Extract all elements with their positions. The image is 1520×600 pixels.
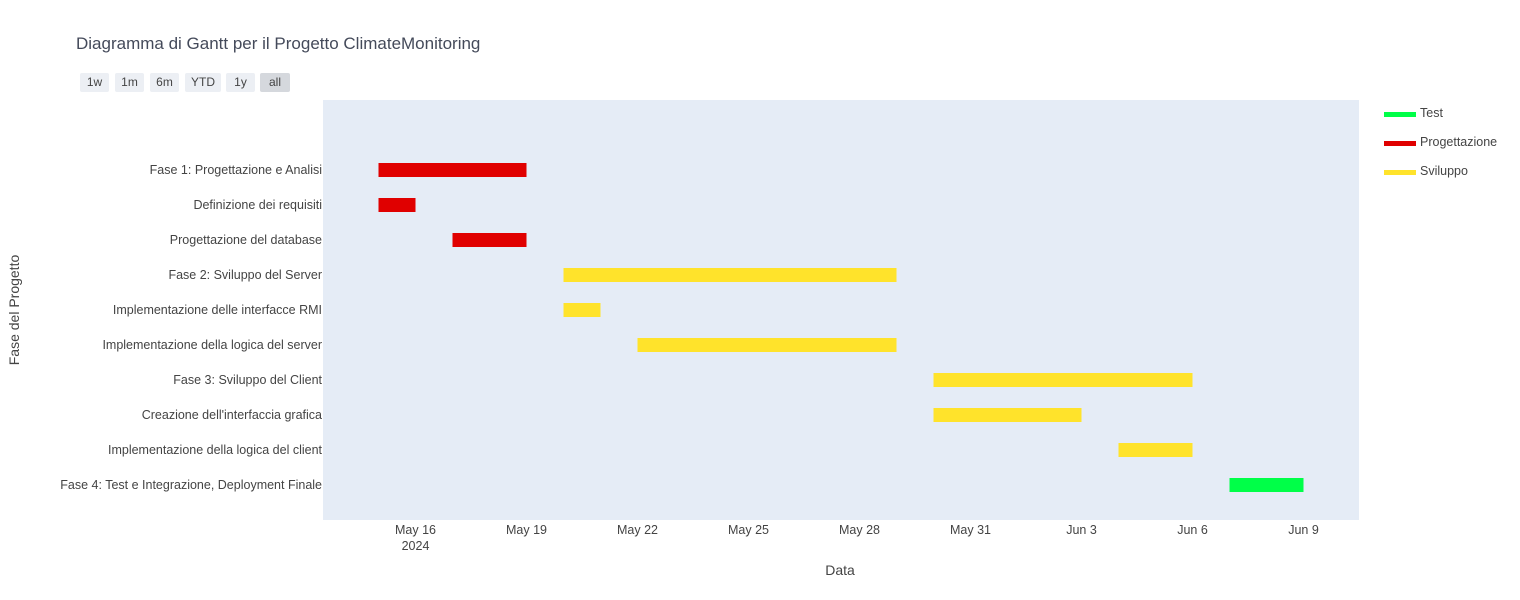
gantt-bar-1[interactable] [378, 163, 527, 177]
y-tick-label: Creazione dell'interfaccia grafica [141, 408, 322, 422]
x-tick-label: May 28 [839, 523, 880, 537]
y-axis-title: Fase del Progetto [6, 254, 22, 366]
range-button-1m[interactable]: 1m [115, 73, 144, 92]
gantt-bar-7[interactable] [933, 373, 1193, 387]
y-tick-label: Implementazione della logica del client [107, 443, 322, 457]
range-button-all[interactable]: all [260, 73, 290, 92]
gantt-bar-2[interactable] [378, 198, 416, 212]
chart-title: Diagramma di Gantt per il Progetto Clima… [76, 34, 481, 53]
legend-label: Test [1420, 106, 1443, 120]
x-tick-label: Jun 9 [1288, 523, 1319, 537]
x-tick-label: May 22 [617, 523, 658, 537]
legend-swatch [1384, 170, 1416, 175]
x-tick-label: May 16 [395, 523, 436, 537]
x-tick-label: Jun 3 [1066, 523, 1097, 537]
y-tick-label: Fase 3: Sviluppo del Client [173, 373, 322, 387]
y-tick-label: Progettazione del database [169, 233, 322, 247]
gantt-bar-6[interactable] [637, 338, 897, 352]
gantt-bar-3[interactable] [452, 233, 527, 247]
range-button-1w[interactable]: 1w [80, 73, 109, 92]
y-tick-label: Fase 1: Progettazione e Analisi [149, 163, 322, 177]
legend-swatch [1384, 112, 1416, 117]
gantt-bar-8[interactable] [933, 408, 1082, 422]
legend-label: Progettazione [1420, 135, 1498, 149]
gantt-bar-5[interactable] [563, 303, 601, 317]
range-button-1y[interactable]: 1y [226, 73, 255, 92]
y-tick-label: Implementazione delle interfacce RMI [112, 303, 322, 317]
gantt-bar-4[interactable] [563, 268, 897, 282]
gantt-bar-9[interactable] [1118, 443, 1193, 457]
legend-label: Sviluppo [1420, 164, 1468, 178]
x-tick-label: May 31 [950, 523, 991, 537]
x-tick-year-label: 2024 [402, 539, 430, 553]
range-button-ytd[interactable]: YTD [185, 73, 221, 92]
y-tick-label: Implementazione della logica del server [102, 338, 322, 352]
range-button-6m[interactable]: 6m [150, 73, 179, 92]
x-tick-label: May 25 [728, 523, 769, 537]
x-tick-label: May 19 [506, 523, 547, 537]
y-tick-label: Fase 4: Test e Integrazione, Deployment … [60, 478, 322, 492]
gantt-bar-10[interactable] [1229, 478, 1304, 492]
legend-swatch [1384, 141, 1416, 146]
x-axis-title: Data [825, 562, 855, 578]
y-tick-label: Fase 2: Sviluppo del Server [168, 268, 322, 282]
x-tick-label: Jun 6 [1177, 523, 1208, 537]
y-tick-label: Definizione dei requisiti [193, 198, 322, 212]
